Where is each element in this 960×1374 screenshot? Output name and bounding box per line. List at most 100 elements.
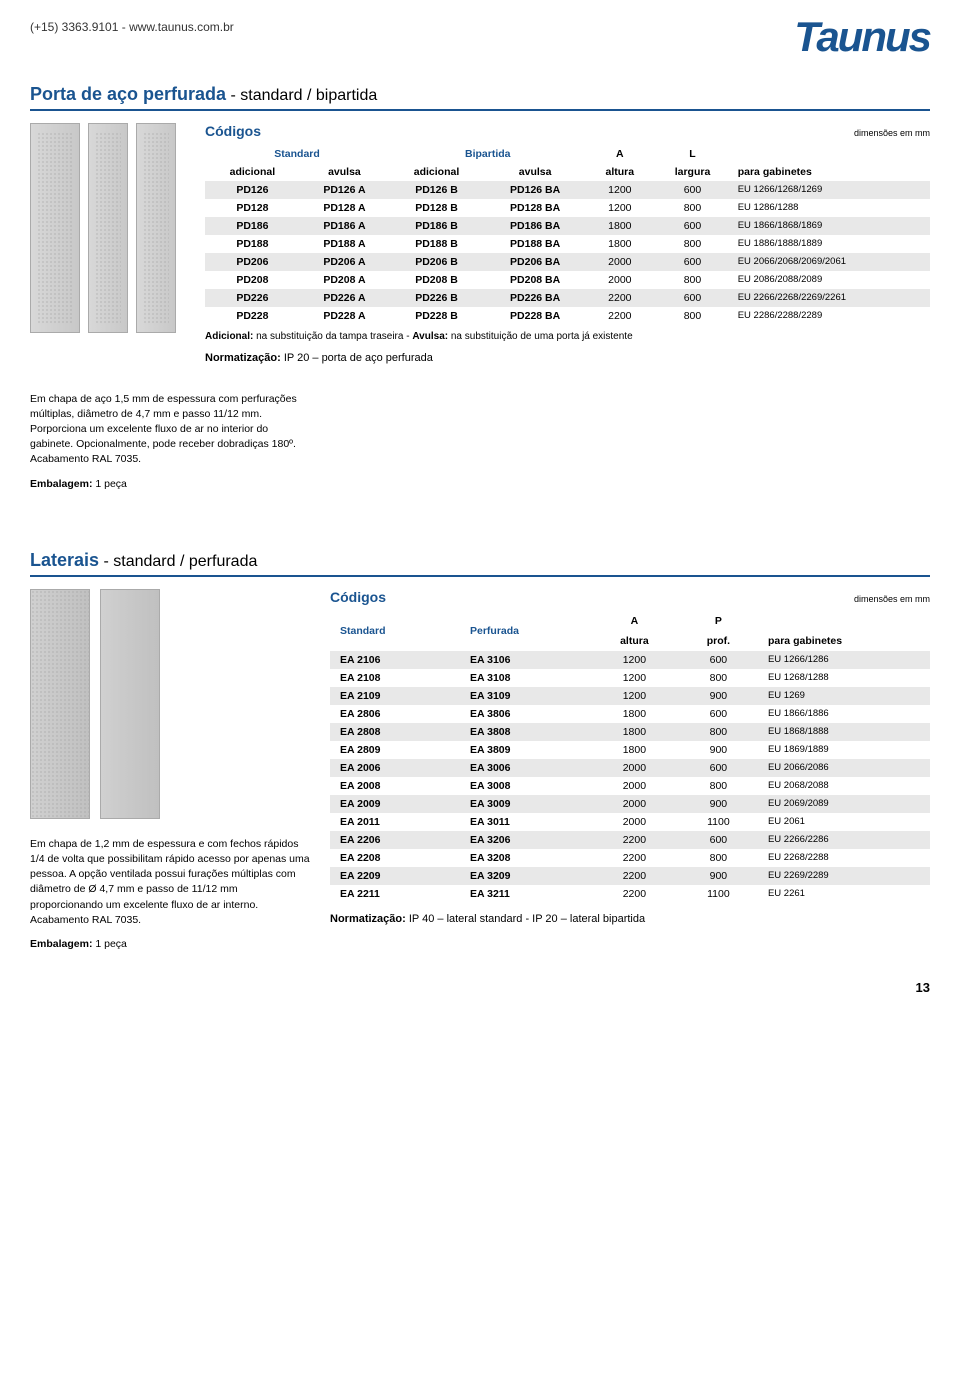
cell: EA 2011 (330, 813, 460, 831)
cell: 600 (653, 289, 731, 307)
table-row: PD126PD126 APD126 BPD126 BA1200600EU 126… (205, 181, 930, 199)
table-row: EA 2808EA 38081800800EU 1868/1888 (330, 723, 930, 741)
cell: 2000 (590, 813, 679, 831)
cell: EA 3208 (460, 849, 590, 867)
section2-title: Laterais - standard / perfurada (30, 550, 930, 577)
th-a: A (590, 611, 679, 631)
cell: EU 2268/2288 (758, 849, 930, 867)
cell: PD128 BA (484, 199, 587, 217)
cell: EA 3009 (460, 795, 590, 813)
cell: 900 (679, 795, 758, 813)
cell: PD208 A (300, 271, 389, 289)
dim-label: dimensões em mm (854, 594, 930, 604)
cell: 1100 (679, 813, 758, 831)
cell: EA 3106 (460, 651, 590, 669)
cell: 2000 (590, 795, 679, 813)
cell: 1800 (590, 741, 679, 759)
cell: EU 1868/1888 (758, 723, 930, 741)
cell: EA 2008 (330, 777, 460, 795)
table-row: EA 2011EA 301120001100EU 2061 (330, 813, 930, 831)
section2-title-main: Laterais (30, 550, 99, 570)
door-illustration (136, 123, 176, 333)
cell: PD186 A (300, 217, 389, 235)
cell: EA 2009 (330, 795, 460, 813)
cell: EU 2286/2288/2289 (732, 307, 930, 325)
th-adicional: adicional (205, 163, 300, 181)
th-avulsa: avulsa (484, 163, 587, 181)
cell: 800 (679, 777, 758, 795)
cell: EU 1286/1288 (732, 199, 930, 217)
cell: EA 2108 (330, 669, 460, 687)
table-row: EA 2008EA 30082000800EU 2068/2088 (330, 777, 930, 795)
normatizacao: Normatização: IP 20 – porta de aço perfu… (205, 352, 930, 364)
cell: EU 1268/1288 (758, 669, 930, 687)
cell: 1200 (586, 181, 653, 199)
cell: 2000 (590, 777, 679, 795)
normatizacao: Normatização: IP 40 – lateral standard -… (330, 913, 930, 925)
cell: PD208 B (389, 271, 484, 289)
cell: EU 1266/1286 (758, 651, 930, 669)
cell: PD188 BA (484, 235, 587, 253)
cell: 2200 (590, 849, 679, 867)
cell: EU 1866/1868/1869 (732, 217, 930, 235)
door-illustration (88, 123, 128, 333)
cell: 2200 (586, 289, 653, 307)
cell: 2000 (590, 759, 679, 777)
cell: EA 2006 (330, 759, 460, 777)
table-row: EA 2806EA 38061800600EU 1866/1886 (330, 705, 930, 723)
cell: 600 (679, 651, 758, 669)
cell: 1800 (590, 723, 679, 741)
cell: PD226 B (389, 289, 484, 307)
cell: EU 2086/2088/2089 (732, 271, 930, 289)
product-image-panels (30, 589, 310, 819)
cell: EA 2806 (330, 705, 460, 723)
table-row: EA 2209EA 32092200900EU 2269/2289 (330, 867, 930, 885)
cell: PD226 A (300, 289, 389, 307)
cell: EU 2061 (758, 813, 930, 831)
cell: PD128 (205, 199, 300, 217)
table-row: EA 2211EA 321122001100EU 2261 (330, 885, 930, 903)
table-row: EA 2006EA 30062000600EU 2066/2086 (330, 759, 930, 777)
table-row: PD228PD228 APD228 BPD228 BA2200800EU 228… (205, 307, 930, 325)
cell: PD186 (205, 217, 300, 235)
section1-description: Em chapa de aço 1,5 mm de espessura com … (30, 392, 310, 468)
section1-embalagem: Embalagem: 1 peça (30, 478, 930, 490)
th-perfurada: Perfurada (460, 611, 590, 651)
cell: PD228 B (389, 307, 484, 325)
cell: 2000 (586, 271, 653, 289)
cell: EA 3211 (460, 885, 590, 903)
cell: 900 (679, 867, 758, 885)
cell: PD226 BA (484, 289, 587, 307)
th-adicional: adicional (389, 163, 484, 181)
section1-table-area: Códigos dimensões em mm Standard Biparti… (205, 123, 930, 364)
cell: EU 2068/2088 (758, 777, 930, 795)
cell: EU 1869/1889 (758, 741, 930, 759)
cell: EA 2209 (330, 867, 460, 885)
cell: 600 (653, 253, 731, 271)
codigos-label: Códigos (205, 123, 261, 139)
cell: 1200 (590, 669, 679, 687)
cell: EA 2106 (330, 651, 460, 669)
cell: EU 1866/1886 (758, 705, 930, 723)
panel-illustration (100, 589, 160, 819)
section2-table-area: Códigos dimensões em mm Standard Perfura… (330, 589, 930, 950)
cell: 1800 (586, 235, 653, 253)
cell: EU 1269 (758, 687, 930, 705)
cell: 600 (679, 831, 758, 849)
cell: EA 3108 (460, 669, 590, 687)
cell: EA 2808 (330, 723, 460, 741)
product-image-doors (30, 123, 185, 364)
table-row: PD206PD206 APD206 BPD206 BA2000600EU 206… (205, 253, 930, 271)
page-number: 13 (30, 980, 930, 995)
section2-description: Em chapa de 1,2 mm de espessura e com fe… (30, 837, 310, 928)
cell: 2200 (590, 831, 679, 849)
dim-label: dimensões em mm (854, 128, 930, 138)
cell: 600 (679, 759, 758, 777)
cell: 1800 (590, 705, 679, 723)
section1-body: Códigos dimensões em mm Standard Biparti… (30, 123, 930, 364)
cell: PD206 A (300, 253, 389, 271)
th-a: A (586, 145, 653, 163)
section1-title-main: Porta de aço perfurada (30, 84, 226, 104)
cell: 2200 (586, 307, 653, 325)
cell: PD206 B (389, 253, 484, 271)
